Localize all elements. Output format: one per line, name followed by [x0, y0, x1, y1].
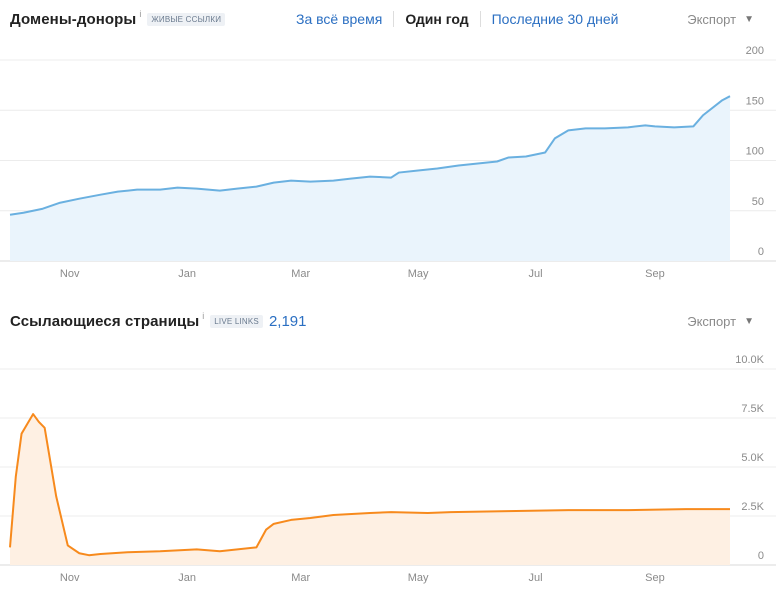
chart1-info-icon[interactable]: i [139, 9, 142, 19]
period-switcher: За всё время Один год Последние 30 дней [296, 11, 618, 27]
chart1-export-label: Экспорт [687, 11, 737, 27]
series-line [9, 95, 731, 216]
period-one-year[interactable]: Один год [405, 11, 469, 27]
chart1-live-badge: живые ссылки [147, 12, 226, 26]
y-tick-label: 150 [746, 95, 764, 107]
y-tick-label: 100 [746, 146, 764, 158]
y-tick-label: 0 [758, 246, 764, 258]
x-tick-label: Mar [291, 268, 310, 280]
chart2-title: Ссылающиеся страницы [10, 312, 200, 330]
x-tick-label: Sep [645, 572, 665, 584]
series-line [9, 413, 730, 557]
series-area [10, 96, 730, 262]
chart1-export-button[interactable]: Экспорт ▼ [687, 12, 754, 27]
y-tick-label: 50 [752, 196, 764, 208]
chevron-down-icon: ▼ [744, 315, 754, 327]
x-tick-label: May [408, 572, 429, 584]
period-last-30-days[interactable]: Последние 30 дней [491, 11, 619, 27]
chart2-info-icon[interactable]: i [202, 311, 205, 321]
chart2-count: 2,191 [268, 312, 307, 330]
chart1-title: Домены-доноры [10, 10, 137, 28]
y-tick-label: 10.0K [735, 354, 764, 366]
period-all-time[interactable]: За всё время [296, 11, 383, 27]
x-tick-label: Nov [60, 268, 80, 280]
x-tick-label: Jul [529, 572, 543, 584]
y-tick-label: 2.5K [741, 501, 764, 513]
y-tick-label: 7.5K [741, 403, 764, 415]
x-tick-label: Sep [645, 268, 665, 280]
chart2-export-label: Экспорт [687, 313, 737, 329]
series-area [10, 414, 730, 565]
chart1-header: Домены-доноры i живые ссылки За всё врем… [0, 6, 776, 32]
y-tick-label: 5.0K [741, 452, 764, 464]
period-divider [479, 11, 481, 27]
x-tick-label: May [408, 268, 429, 280]
x-tick-label: Jan [178, 572, 196, 584]
chart2-live-badge: LIVE LINKS [210, 314, 263, 328]
chart2-header: Ссылающиеся страницы i LIVE LINKS 2,191 … [0, 308, 776, 334]
chart1-plot: 0 50 100 150 200 Nov Jan Mar May Jul Sep [0, 45, 776, 280]
chevron-down-icon: ▼ [744, 13, 754, 25]
x-tick-label: Jul [529, 268, 543, 280]
x-tick-label: Nov [60, 572, 80, 584]
x-tick-label: Jan [178, 268, 196, 280]
chart2-plot: 0 2.5K 5.0K 7.5K 10.0K Nov Jan Mar May Jul Sep [0, 354, 776, 584]
y-tick-label: 0 [758, 550, 764, 562]
chart2-export-button[interactable]: Экспорт ▼ [687, 314, 754, 329]
y-tick-label: 200 [746, 45, 764, 57]
period-divider [393, 11, 395, 27]
x-tick-label: Mar [291, 572, 310, 584]
